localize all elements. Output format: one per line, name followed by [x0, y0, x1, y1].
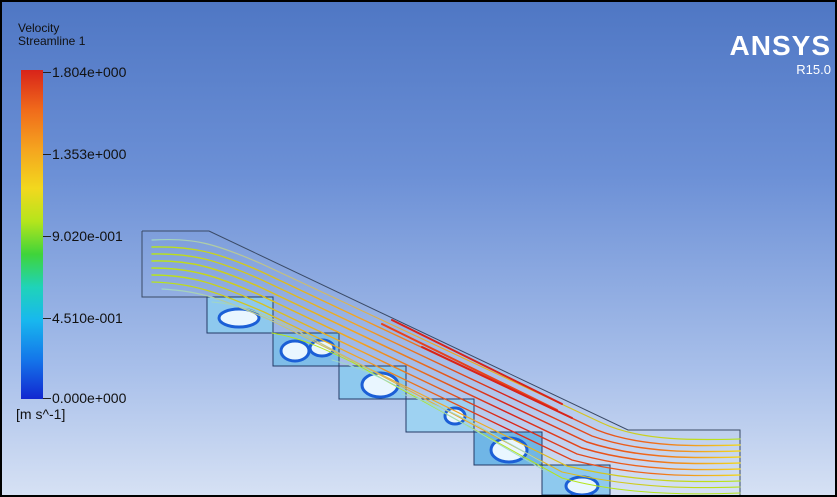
chute-inlet-boundary: [141, 231, 207, 298]
recirculation-vortex: [564, 475, 600, 495]
colorbar-tick: [43, 236, 51, 237]
recirculation-vortex: [279, 339, 311, 363]
colorbar-tick: [43, 398, 51, 399]
colorbar-tick: [43, 72, 51, 73]
ansys-version: R15.0: [796, 62, 831, 77]
colorbar-tick-label-4: 4.510e-001: [52, 310, 123, 326]
ansys-logo: ANSYS: [729, 30, 831, 61]
recirculation-vortex: [217, 307, 261, 329]
legend-subtitle: Streamline 1: [18, 34, 86, 48]
colorbar-tick: [43, 154, 51, 155]
colorbar-tick-label-min: 0.000e+000: [52, 390, 127, 406]
velocity-colorbar: [21, 70, 43, 399]
legend-unit: [m s^-1]: [16, 406, 66, 422]
colorbar-tick-label-max: 1.804e+000: [52, 64, 127, 80]
colorbar-tick-label-2: 1.353e+000: [52, 146, 127, 162]
recirculation-vortex: [360, 371, 400, 399]
legend-title: Velocity: [18, 21, 60, 35]
streamlines: [151, 238, 741, 495]
colorbar-tick-label-3: 9.020e-001: [52, 228, 123, 244]
colorbar-tick: [43, 318, 51, 319]
